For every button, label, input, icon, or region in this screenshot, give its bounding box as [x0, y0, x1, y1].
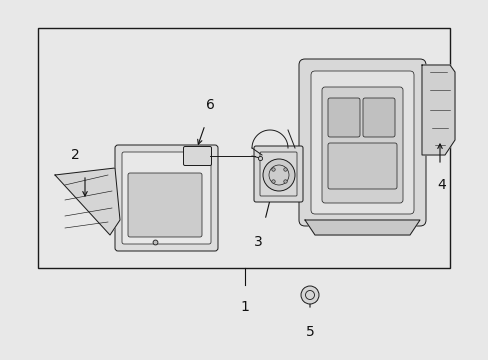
- Polygon shape: [55, 168, 120, 235]
- Circle shape: [263, 159, 294, 191]
- Polygon shape: [305, 220, 419, 235]
- Text: 2: 2: [70, 148, 79, 162]
- FancyBboxPatch shape: [310, 71, 413, 214]
- Text: 5: 5: [305, 325, 314, 339]
- Text: 6: 6: [205, 98, 214, 112]
- FancyBboxPatch shape: [253, 146, 303, 202]
- Text: 1: 1: [240, 300, 249, 314]
- FancyBboxPatch shape: [327, 98, 359, 137]
- FancyBboxPatch shape: [128, 173, 202, 237]
- FancyBboxPatch shape: [183, 147, 211, 166]
- Polygon shape: [421, 65, 454, 155]
- Text: 3: 3: [253, 235, 262, 249]
- FancyBboxPatch shape: [327, 143, 396, 189]
- Text: 4: 4: [437, 178, 446, 192]
- FancyBboxPatch shape: [362, 98, 394, 137]
- FancyBboxPatch shape: [321, 87, 402, 203]
- FancyBboxPatch shape: [298, 59, 425, 226]
- FancyBboxPatch shape: [122, 152, 210, 244]
- FancyBboxPatch shape: [115, 145, 218, 251]
- Circle shape: [301, 286, 318, 304]
- Bar: [38, 28, 449, 268]
